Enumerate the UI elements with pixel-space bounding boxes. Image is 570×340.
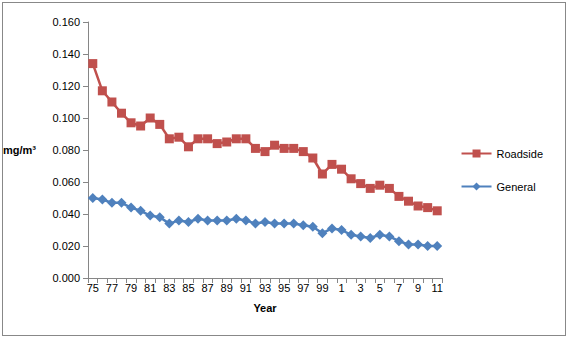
svg-text:11: 11 [432,282,443,294]
svg-text:0.000: 0.000 [52,272,80,284]
svg-text:3: 3 [358,282,364,294]
svg-text:0.080: 0.080 [52,144,80,156]
svg-text:0.060: 0.060 [52,176,80,188]
svg-text:1: 1 [338,282,344,294]
svg-text:81: 81 [144,282,156,294]
svg-text:Year: Year [253,302,277,314]
svg-text:91: 91 [240,282,252,294]
svg-text:0.040: 0.040 [52,208,80,220]
svg-text:5: 5 [377,282,383,294]
svg-text:0.020: 0.020 [52,240,80,252]
svg-text:mg/m³: mg/m³ [3,144,36,156]
svg-text:97: 97 [297,282,309,294]
svg-text:79: 79 [125,282,137,294]
svg-text:0.120: 0.120 [52,80,80,92]
svg-text:0.100: 0.100 [52,112,80,124]
svg-text:77: 77 [106,282,118,294]
svg-text:9: 9 [415,282,421,294]
svg-text:95: 95 [278,282,290,294]
svg-text:Roadside: Roadside [497,148,543,160]
svg-text:99: 99 [316,282,328,294]
svg-text:0.140: 0.140 [52,48,80,60]
svg-text:General: General [497,181,536,193]
svg-text:0.160: 0.160 [52,16,80,28]
svg-text:93: 93 [259,282,271,294]
svg-text:85: 85 [182,282,194,294]
svg-text:89: 89 [221,282,233,294]
svg-text:83: 83 [163,282,175,294]
svg-text:87: 87 [201,282,213,294]
svg-text:75: 75 [87,282,99,294]
svg-text:7: 7 [396,282,402,294]
